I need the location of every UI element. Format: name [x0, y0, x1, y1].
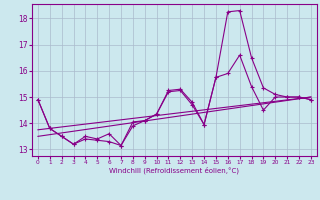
X-axis label: Windchill (Refroidissement éolien,°C): Windchill (Refroidissement éolien,°C) [109, 167, 239, 174]
